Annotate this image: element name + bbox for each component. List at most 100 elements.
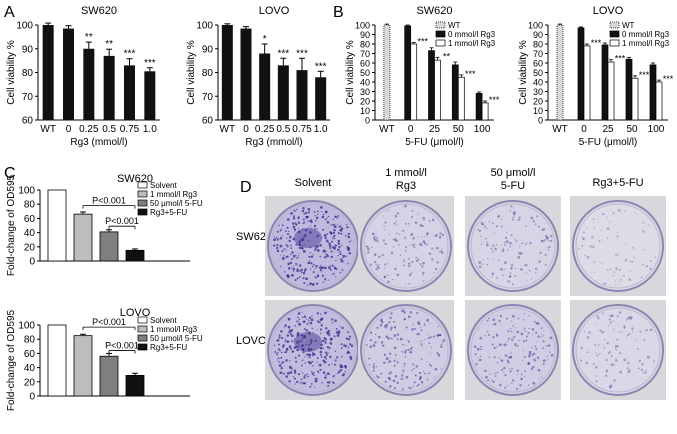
colony-dot xyxy=(320,206,323,209)
bar xyxy=(240,28,252,120)
y-tick-label: 0 xyxy=(29,257,35,268)
colony-dot xyxy=(338,226,340,228)
colony-dot xyxy=(304,374,307,377)
legend-swatch xyxy=(137,325,148,333)
colony-dot xyxy=(424,339,426,340)
colony-dot xyxy=(479,336,482,340)
colony-dot xyxy=(311,360,314,363)
colony-dot xyxy=(619,370,623,374)
colony-dot xyxy=(307,261,311,265)
colony-dot xyxy=(393,321,396,323)
colony-dot xyxy=(618,331,620,333)
colony-dot xyxy=(513,211,516,214)
colony-dot xyxy=(276,339,280,342)
colony-dot xyxy=(303,282,306,285)
colony-dot xyxy=(533,358,536,361)
colony-dot xyxy=(493,322,497,326)
colony-dot xyxy=(325,358,328,360)
colony-dot xyxy=(314,267,316,269)
colony-dot xyxy=(624,210,626,212)
colony-dot xyxy=(303,272,306,274)
colony-dot xyxy=(339,258,342,261)
colony-dot xyxy=(586,336,590,339)
colony-dot xyxy=(402,371,404,373)
colony-dot xyxy=(332,223,335,226)
colony-dot xyxy=(510,205,513,208)
x-tick-label: 0.75 xyxy=(120,124,140,135)
colony-dot xyxy=(419,243,423,247)
colony-dot xyxy=(586,351,589,354)
colony-dot xyxy=(500,244,502,246)
colony-dot xyxy=(314,215,317,217)
colony-dot xyxy=(635,231,637,233)
colony-dot xyxy=(309,282,312,285)
colony-dot xyxy=(517,218,520,222)
legend-swatch xyxy=(435,21,446,29)
colony-dot xyxy=(423,324,426,326)
colony-dot xyxy=(323,256,327,259)
colony-dot xyxy=(321,215,325,219)
colony-dot xyxy=(391,278,394,281)
colony-dot xyxy=(524,264,527,267)
colony-dot xyxy=(393,364,396,367)
colony-dot xyxy=(286,218,290,221)
colony-dot xyxy=(409,351,412,354)
colony-dot xyxy=(422,271,425,275)
colony-dot xyxy=(511,382,513,385)
colony-dot xyxy=(419,340,421,343)
significance-label: *** xyxy=(615,54,626,64)
colony-dot xyxy=(326,353,328,356)
colony-dot xyxy=(502,344,504,346)
colony-dot xyxy=(606,227,610,230)
colony-dot xyxy=(629,332,631,335)
y-axis-label: Cell viability % xyxy=(345,40,356,105)
colony-dot xyxy=(541,333,543,335)
colony-dot xyxy=(619,352,622,355)
colony-dot xyxy=(615,267,618,271)
colony-dot xyxy=(420,358,423,361)
colony-dot xyxy=(302,222,304,225)
colony-dot xyxy=(387,209,389,212)
colony-dot xyxy=(517,339,520,342)
colony-dot xyxy=(305,216,307,218)
legend-label: Solvent xyxy=(150,316,177,325)
colony-dot xyxy=(333,246,336,250)
colony-dot xyxy=(516,344,519,347)
colony-dot xyxy=(300,246,304,250)
colony-dot xyxy=(412,363,415,366)
chart-title: SW620 xyxy=(81,5,117,17)
colony-dot xyxy=(507,337,510,340)
colony-dot xyxy=(399,337,403,341)
colony-dot xyxy=(418,333,421,335)
colony-dot xyxy=(434,367,438,371)
chart-a-sw620: 60 70 80 90 100 SW620 WT 0 ** 0.25 ** 0.5 *** 0.75 ***… xyxy=(6,5,160,148)
colony-dot xyxy=(276,230,279,233)
colony-dot xyxy=(629,260,632,263)
significance-label: ** xyxy=(105,39,113,50)
colony-dot xyxy=(309,246,312,249)
colony-dot xyxy=(504,268,506,271)
colony-dot xyxy=(505,240,509,243)
colony-dot xyxy=(340,232,343,235)
colony-dot xyxy=(596,354,599,357)
colony-dot xyxy=(309,225,311,227)
colony-dot xyxy=(346,262,349,265)
bar xyxy=(42,25,54,120)
colony-dot xyxy=(280,330,283,333)
colony-dot xyxy=(638,367,640,369)
colony-dot xyxy=(507,280,510,283)
colony-dot xyxy=(323,356,327,359)
significance-label: *** xyxy=(315,61,327,72)
colony-dot xyxy=(390,326,393,329)
colony-dot xyxy=(439,250,441,253)
colony-dot xyxy=(514,275,517,277)
significance-label: *** xyxy=(591,38,602,48)
colony-dot xyxy=(403,317,407,321)
colony-dot xyxy=(365,344,368,346)
colony-dot xyxy=(494,232,496,234)
colony-dot xyxy=(333,237,336,240)
colony-dot xyxy=(321,211,323,213)
colony-dot xyxy=(601,212,605,216)
colony-dot xyxy=(523,327,525,329)
colony-dot xyxy=(325,218,328,221)
